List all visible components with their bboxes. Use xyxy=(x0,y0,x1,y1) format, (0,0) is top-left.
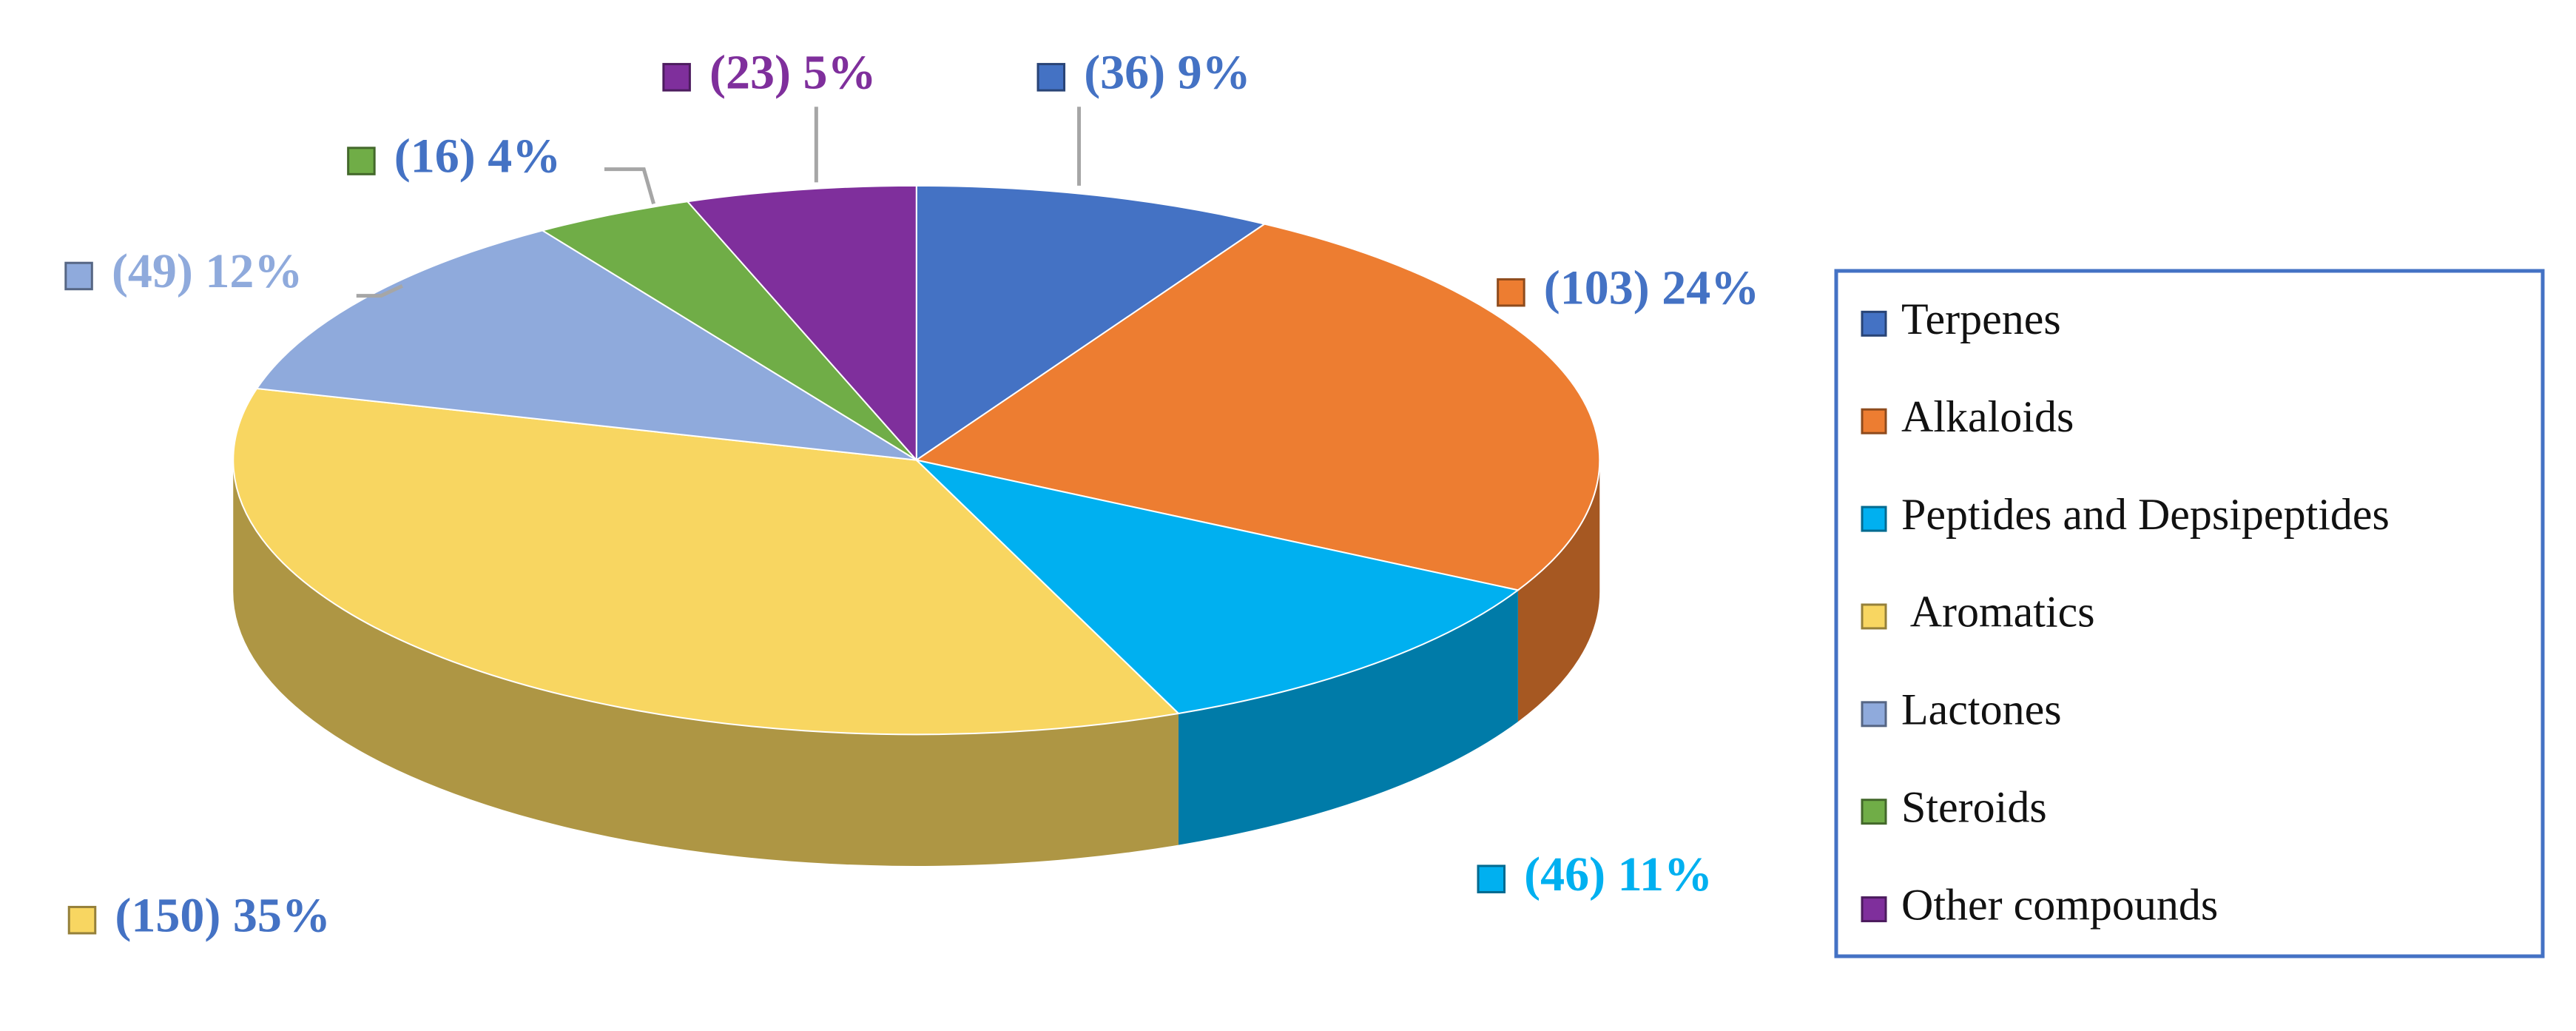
legend-label: Alkaloids xyxy=(1901,392,2074,441)
value-label: (150) 35% xyxy=(115,888,330,942)
value-label: (23) 5% xyxy=(709,45,876,99)
legend-swatch xyxy=(1861,310,1887,337)
legend-label: Other compounds xyxy=(1901,880,2218,929)
legend-box xyxy=(1834,269,2545,958)
label-marker xyxy=(67,905,97,935)
label-marker xyxy=(347,147,376,175)
legend-swatch xyxy=(1861,896,1887,923)
legend-label: Steroids xyxy=(1901,782,2047,831)
slice xyxy=(914,458,1520,715)
legend-swatch xyxy=(1861,701,1887,728)
legend-label: Aromatics xyxy=(1901,588,2095,637)
slice xyxy=(686,184,917,463)
leader-line xyxy=(356,284,403,298)
slice xyxy=(914,223,1601,591)
legend-label: Peptides and Depsipeptides xyxy=(1901,490,2390,539)
value-label: (46) 11% xyxy=(1524,847,1713,901)
slice-side xyxy=(1517,460,1600,722)
label-marker xyxy=(662,63,691,92)
slice xyxy=(540,201,917,461)
leader-line xyxy=(604,167,655,204)
legend-swatch xyxy=(1861,506,1887,532)
value-label: (103) 24% xyxy=(1544,261,1759,315)
legend-swatch xyxy=(1861,603,1887,630)
legend-swatch xyxy=(1861,408,1887,434)
value-label: (36) 9% xyxy=(1084,45,1250,99)
label-marker xyxy=(1477,864,1506,893)
value-label: (16) 4% xyxy=(394,130,561,184)
label-marker xyxy=(1497,278,1525,307)
slice xyxy=(255,229,917,461)
legend-swatch xyxy=(1861,799,1887,825)
value-label: (49) 12% xyxy=(112,244,303,298)
slice xyxy=(915,184,1267,462)
label-marker xyxy=(1036,63,1066,92)
slice-side xyxy=(1178,590,1518,845)
label-marker xyxy=(64,261,93,291)
slice xyxy=(232,387,1181,736)
legend-label: Terpenes xyxy=(1901,295,2061,343)
slice-side xyxy=(233,460,1179,866)
legend-label: Lactones xyxy=(1901,685,2062,734)
